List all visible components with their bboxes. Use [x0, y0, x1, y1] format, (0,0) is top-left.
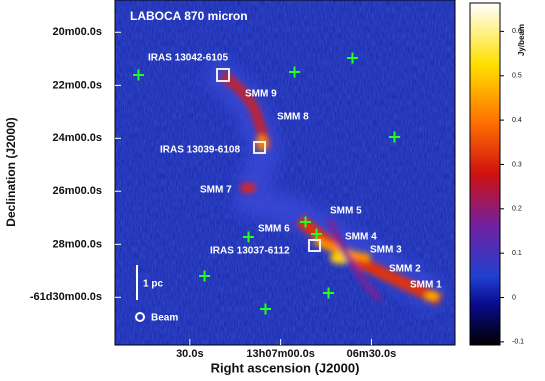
annotation: SMM 6 [258, 224, 290, 235]
colorbar-tick-label: 0.5 [512, 73, 522, 80]
y-axis-label: Declination (J2000) [4, 117, 18, 226]
annotation: SMM 5 [330, 206, 362, 217]
annotation: SMM 4 [345, 232, 377, 243]
title: LABOCA 870 micron [130, 9, 248, 23]
colorbar-tick-label: 0.6 [512, 28, 522, 35]
colorbar-tick-label: -0.1 [512, 339, 524, 346]
colorbar-label: Jy/beam [517, 24, 526, 56]
sky-image [115, 0, 455, 345]
y-tick-label: -61d30m00.0s [30, 291, 102, 303]
y-tick-label: 26m00.0s [52, 185, 102, 197]
y-tick-label: 28m00.0s [52, 238, 102, 250]
annotation: SMM 2 [389, 264, 421, 275]
x-tick-label: 13h07m00.0s [246, 348, 315, 360]
annotation: IRAS 13042-6105 [148, 53, 228, 64]
green-crosses [133, 52, 400, 315]
y-tick-label: 24m00.0s [52, 132, 102, 144]
annotation: IRAS 13037-6112 [210, 246, 290, 257]
annotation: IRAS 13039-6108 [160, 145, 240, 156]
y-tick-label: 22m00.0s [52, 79, 102, 91]
annotation: 1 pc [143, 279, 163, 290]
colorbar [469, 2, 501, 346]
colorbar-tick-label: 0.2 [512, 206, 522, 213]
annotation: SMM 9 [245, 89, 277, 100]
annotation: SMM 7 [200, 185, 232, 196]
y-tick-label: 20m00.0s [52, 26, 102, 38]
colorbar-tick-label: 0.4 [512, 117, 522, 124]
annotation: Beam [151, 313, 178, 324]
annotation: SMM 8 [277, 112, 309, 123]
annotation: SMM 3 [370, 245, 402, 256]
colorbar-tick-label: 0 [512, 294, 516, 301]
x-axis-label: Right ascension (J2000) [211, 360, 360, 375]
beam [135, 312, 145, 322]
x-tick-label: 06m30.0s [347, 348, 397, 360]
colorbar-tick-label: 0.3 [512, 161, 522, 168]
annotation: SMM 1 [410, 280, 442, 291]
x-tick-label: 30.0s [176, 348, 204, 360]
image-frame [114, 0, 456, 346]
colorbar-tick-label: 0.1 [512, 250, 522, 257]
iras-boxes [216, 68, 321, 252]
